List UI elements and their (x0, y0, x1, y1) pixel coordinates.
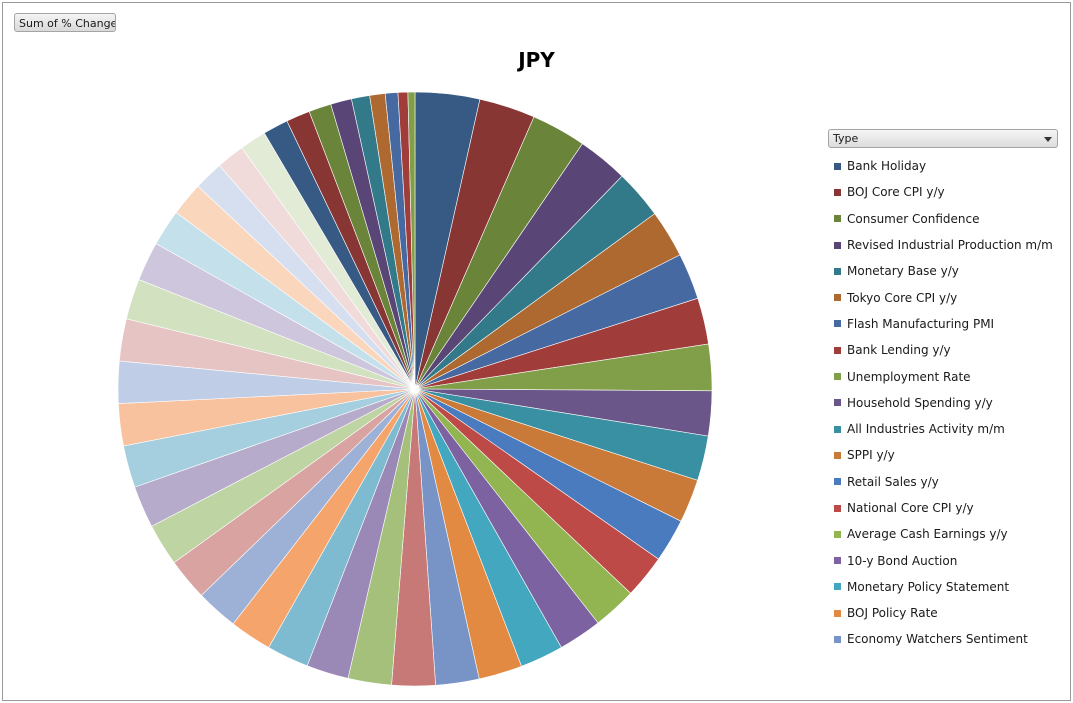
legend-swatch (834, 530, 841, 538)
legend-swatch (834, 609, 841, 617)
legend-filter-label: Type (833, 132, 859, 145)
legend-item: All Industries Activity m/m (834, 416, 1053, 442)
pie-chart (117, 91, 713, 687)
legend-item: Flash Manufacturing PMI (834, 311, 1053, 337)
legend-label: Monetary Policy Statement (847, 579, 1010, 594)
legend-filter-button[interactable]: Type (828, 129, 1058, 148)
legend-label: Bank Holiday (847, 159, 927, 174)
legend: Bank Holiday BOJ Core CPI y/y Consumer Con… (834, 153, 1053, 653)
legend-swatch (834, 583, 841, 591)
legend-item: Economy Watchers Sentiment (834, 626, 1053, 652)
legend-label: National Core CPI y/y (847, 501, 974, 515)
legend-label: BOJ Core CPI y/y (847, 185, 945, 200)
legend-swatch (834, 399, 841, 407)
legend-label: Household Spending y/y (847, 395, 993, 410)
legend-swatch (834, 346, 841, 354)
legend-swatch (834, 241, 841, 249)
legend-label: 10-y Bond Auction (847, 553, 958, 568)
legend-swatch (834, 162, 841, 170)
legend-item: Revised Industrial Production m/m (834, 232, 1053, 258)
legend-item: SPPI y/y (834, 442, 1053, 468)
legend-swatch (834, 451, 841, 459)
legend-swatch (834, 478, 841, 486)
legend-label: All Industries Activity m/m (847, 422, 1005, 437)
dropdown-arrow-icon[interactable] (1044, 137, 1052, 142)
legend-swatch (834, 425, 841, 433)
chart-title: JPY (518, 48, 555, 72)
legend-swatch (834, 215, 841, 223)
legend-label: Flash Manufacturing PMI (847, 316, 995, 331)
legend-item: Retail Sales y/y (834, 469, 1053, 495)
legend-item: Bank Holiday (834, 153, 1053, 179)
legend-label: SPPI y/y (847, 448, 895, 463)
legend-item: National Core CPI y/y (834, 495, 1053, 521)
legend-item: Household Spending y/y (834, 390, 1053, 416)
legend-label: Tokyo Core CPI y/y (847, 290, 958, 305)
legend-item: Monetary Base y/y (834, 258, 1053, 284)
legend-swatch (834, 320, 841, 328)
legend-item: Bank Lending y/y (834, 337, 1053, 363)
legend-item: 10-y Bond Auction (834, 547, 1053, 573)
legend-swatch (834, 188, 841, 196)
legend-label: BOJ Policy Rate (847, 606, 938, 621)
legend-swatch (834, 267, 841, 275)
pie-slice[interactable] (407, 91, 416, 390)
legend-item: Monetary Policy Statement (834, 574, 1053, 600)
legend-item: Unemployment Rate (834, 363, 1053, 389)
legend-item: BOJ Policy Rate (834, 600, 1053, 626)
legend-label: Retail Sales y/y (847, 474, 939, 489)
legend-swatch (834, 557, 841, 565)
legend-swatch (834, 635, 841, 643)
legend-swatch (834, 373, 841, 381)
legend-item: Consumer Confidence (834, 206, 1053, 232)
pivot-field-button[interactable]: Sum of % Change (14, 13, 116, 32)
legend-item: Average Cash Earnings y/y (834, 521, 1053, 547)
legend-label: Revised Industrial Production m/m (847, 238, 1053, 253)
legend-label: Consumer Confidence (847, 211, 980, 226)
legend-label: Economy Watchers Sentiment (847, 632, 1028, 647)
legend-label: Monetary Base y/y (847, 264, 959, 279)
legend-item: Tokyo Core CPI y/y (834, 284, 1053, 310)
legend-label: Bank Lending y/y (847, 343, 951, 358)
legend-swatch (834, 294, 841, 302)
legend-label: Unemployment Rate (847, 369, 971, 384)
legend-label: Average Cash Earnings y/y (847, 527, 1008, 542)
legend-item: BOJ Core CPI y/y (834, 179, 1053, 205)
legend-swatch (834, 504, 841, 512)
